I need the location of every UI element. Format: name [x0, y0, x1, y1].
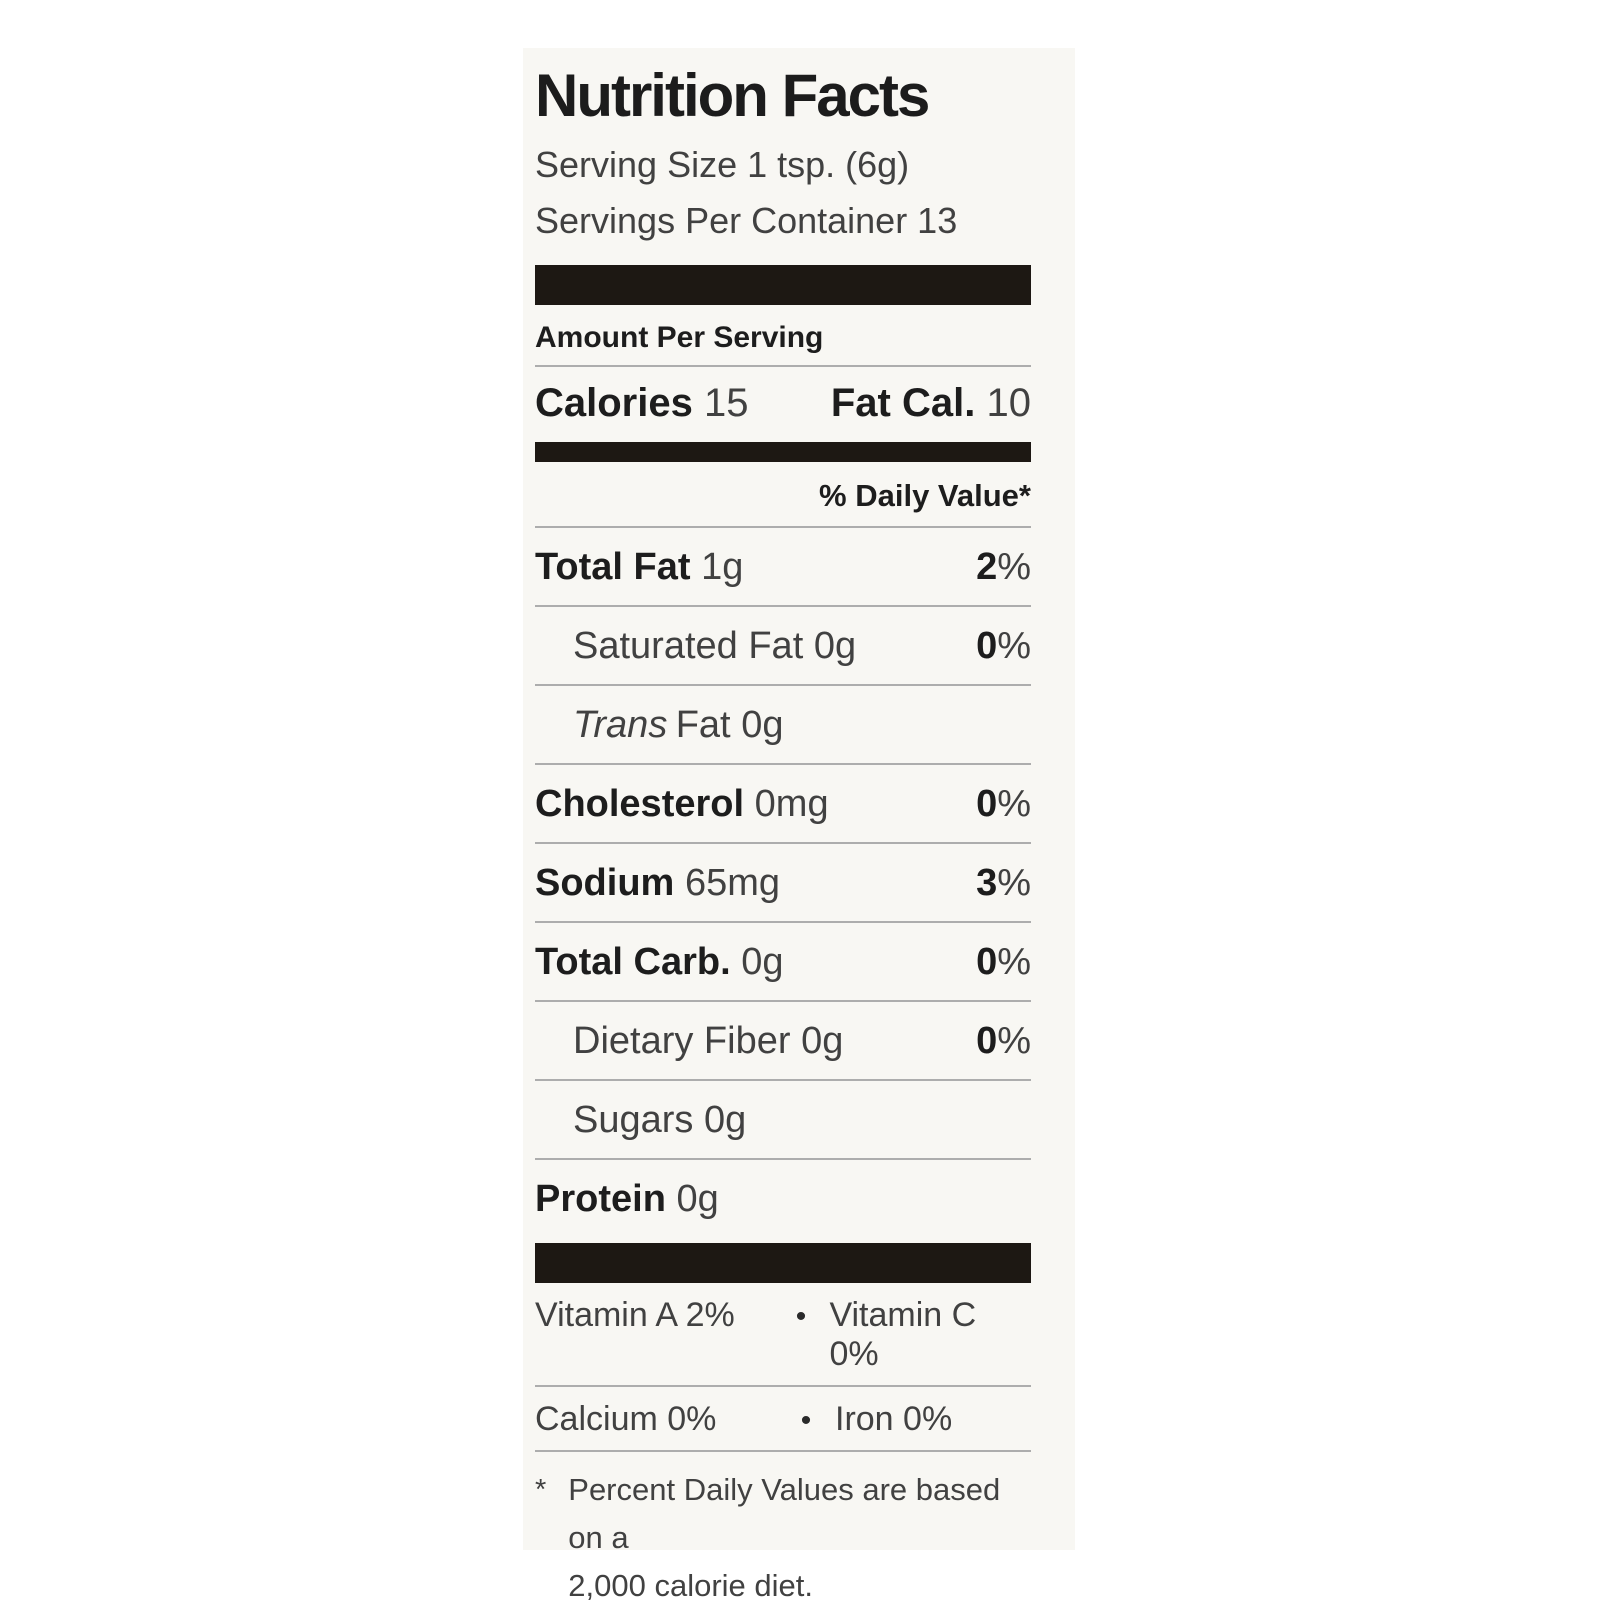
separator-bar-medium: [535, 441, 1031, 462]
nutrient-label: Total Carb.: [535, 940, 731, 983]
daily-value-percent: 0%: [976, 1019, 1031, 1062]
nutrient-row-sodium: Sodium 65mg 3%: [535, 844, 1031, 923]
nutrient-label: Total Fat: [535, 545, 691, 588]
vitamin-row-1: Vitamin A 2% • Vitamin C 0%: [535, 1283, 1031, 1387]
nutrient-value: 0g: [741, 940, 784, 983]
fat-calories-label: Fat Cal.: [830, 380, 976, 425]
calories-value: 15: [704, 380, 749, 425]
nutrient-label: Saturated Fat: [573, 624, 804, 667]
daily-value-footnote: * Percent Daily Values are based on a 2,…: [535, 1452, 1031, 1600]
footnote-text: Percent Daily Values are based on a 2,00…: [568, 1471, 1001, 1600]
separator-bar-thick-top: [535, 264, 1031, 305]
label-title: Nutrition Facts: [535, 62, 930, 129]
amount-per-serving-header: Amount Per Serving: [535, 305, 1031, 367]
calories-label: Calories: [535, 380, 693, 425]
nutrient-row-total-fat: Total Fat 1g 2%: [535, 528, 1031, 607]
nutrient-value: 0mg: [754, 782, 829, 825]
nutrient-value: 1g: [701, 545, 744, 588]
daily-value-percent: 2%: [976, 545, 1031, 588]
nutrient-value: 0g: [741, 703, 784, 746]
bullet-separator-icon: •: [800, 1403, 812, 1437]
nutrient-row-trans-fat: Trans Fat 0g: [535, 686, 1031, 765]
vitamin-c-value: Vitamin C 0%: [829, 1295, 977, 1373]
nutrition-facts-label: Nutrition Facts Serving Size 1 tsp. (6g)…: [523, 48, 1075, 1600]
calories-group: Calories 15: [535, 381, 749, 426]
nutrient-row-protein: Protein 0g: [535, 1160, 1031, 1237]
nutrient-row-saturated-fat: Saturated Fat 0g 0%: [535, 607, 1031, 686]
nutrient-row-cholesterol: Cholesterol 0mg 0%: [535, 765, 1031, 844]
nutrient-label-italic: Trans: [573, 703, 668, 746]
iron-value: Iron 0%: [835, 1399, 953, 1438]
nutrient-value: 0g: [801, 1019, 844, 1062]
footnote-asterisk: *: [535, 1473, 547, 1506]
servings-per-container-line: Servings Per Container 13: [535, 199, 958, 241]
calcium-value: Calcium 0%: [535, 1399, 717, 1438]
daily-value-percent: 0%: [976, 940, 1031, 983]
nutrient-label: Protein: [535, 1177, 666, 1220]
vitamin-a-value: Vitamin A 2%: [535, 1295, 735, 1334]
nutrient-value: 0g: [676, 1177, 719, 1220]
separator-bar-thick-bottom: [535, 1242, 1031, 1283]
daily-value-percent: 0%: [976, 782, 1031, 825]
nutrient-value: 65mg: [684, 861, 781, 904]
nutrient-label: Sodium: [535, 861, 675, 904]
calories-row: Calories 15 Fat Cal. 10: [535, 367, 1031, 442]
nutrient-row-dietary-fiber: Dietary Fiber 0g 0%: [535, 1002, 1031, 1081]
nutrient-row-total-carb: Total Carb. 0g 0%: [535, 923, 1031, 1002]
nutrient-label: Dietary Fiber: [573, 1019, 791, 1062]
fat-calories-group: Fat Cal. 10: [831, 381, 1031, 426]
nutrient-value: 0g: [813, 624, 857, 667]
bullet-separator-icon: •: [795, 1299, 807, 1333]
daily-value-percent: 3%: [976, 861, 1031, 904]
nutrient-value: 0g: [704, 1098, 747, 1141]
daily-value-header: % Daily Value*: [535, 462, 1031, 528]
nutrient-row-sugars: Sugars 0g: [535, 1081, 1031, 1160]
nutrient-label: Sugars: [573, 1098, 694, 1141]
serving-size-line: Serving Size 1 tsp. (6g): [535, 144, 910, 185]
daily-value-percent: 0%: [976, 624, 1031, 667]
fat-calories-value: 10: [986, 380, 1032, 425]
nutrient-label: Cholesterol: [535, 782, 745, 825]
vitamin-row-2: Calcium 0% • Iron 0%: [535, 1387, 1031, 1452]
nutrient-label: Fat: [675, 703, 731, 746]
